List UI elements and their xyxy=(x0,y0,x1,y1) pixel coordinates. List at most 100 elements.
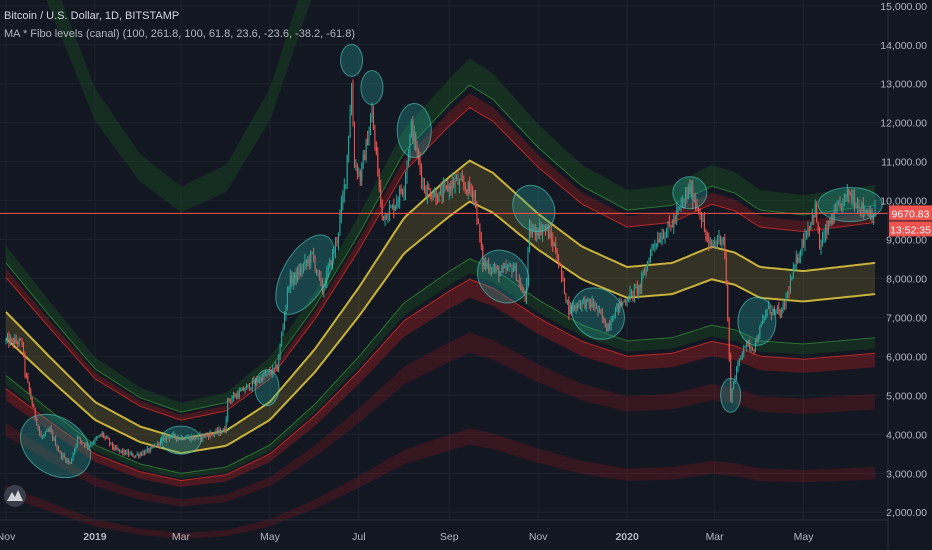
candle-body xyxy=(582,299,584,301)
candle-body xyxy=(805,236,807,238)
candle xyxy=(123,448,125,456)
candle-body xyxy=(558,260,560,265)
candle xyxy=(82,442,84,444)
candle-body xyxy=(425,191,427,197)
candle xyxy=(457,171,459,185)
candle-body xyxy=(55,438,57,446)
candle xyxy=(658,232,660,243)
candle xyxy=(787,290,789,299)
tradingview-logo-icon[interactable] xyxy=(4,485,26,507)
candle xyxy=(410,118,412,138)
candle-body xyxy=(794,265,796,268)
candle xyxy=(537,227,539,239)
candle-body xyxy=(719,235,721,245)
candle-body xyxy=(782,303,784,310)
candle xyxy=(540,222,542,236)
candle-body xyxy=(566,300,568,302)
candle xyxy=(625,298,627,306)
candle-body xyxy=(91,443,93,445)
candle xyxy=(667,220,669,238)
candle xyxy=(308,254,310,270)
y-tick-label: 3,000.00 xyxy=(886,468,927,480)
candle xyxy=(826,220,828,240)
candle-body xyxy=(612,320,614,322)
candle-body xyxy=(59,451,61,453)
candle-body xyxy=(364,155,366,160)
candle-body xyxy=(368,133,370,146)
candle xyxy=(670,224,672,232)
highlight-ellipse xyxy=(360,70,384,106)
candle-body xyxy=(463,181,465,186)
candle xyxy=(811,208,813,225)
candle xyxy=(41,435,43,440)
candle xyxy=(480,231,482,251)
candle xyxy=(85,441,87,447)
candle-body xyxy=(75,445,77,449)
candle-body xyxy=(543,227,545,230)
candle-body xyxy=(92,442,94,444)
candle xyxy=(218,426,220,436)
candle xyxy=(536,226,538,242)
fibo-bands xyxy=(5,0,876,539)
candle-body xyxy=(660,239,662,243)
candle-body xyxy=(848,189,850,195)
x-tick-label: May xyxy=(794,531,815,543)
candle xyxy=(50,425,52,434)
candle-body xyxy=(234,395,236,398)
candle xyxy=(520,277,522,291)
candle-body xyxy=(193,436,195,440)
candle-body xyxy=(250,387,252,390)
candle xyxy=(668,215,670,228)
candle-body xyxy=(412,120,414,141)
candle xyxy=(533,224,535,232)
candle-body xyxy=(594,306,596,308)
countdown-tag-value: 13:52:35 xyxy=(890,224,931,236)
candle-body xyxy=(84,443,86,446)
candle-body xyxy=(495,267,497,270)
candle xyxy=(489,263,491,275)
candle-body xyxy=(795,257,797,266)
candle xyxy=(639,283,641,295)
candle-body xyxy=(106,437,108,439)
candle xyxy=(473,190,475,206)
candle xyxy=(187,434,189,440)
y-tick-label: 5,000.00 xyxy=(886,390,927,402)
candle xyxy=(441,181,443,205)
candle xyxy=(18,336,20,347)
candle xyxy=(173,431,175,437)
candle xyxy=(114,445,116,451)
candle-body xyxy=(776,307,778,310)
candle-body xyxy=(82,442,84,444)
candle xyxy=(359,169,361,186)
candle-body xyxy=(257,381,259,383)
candle xyxy=(440,184,441,196)
candle-body xyxy=(154,445,156,447)
candle xyxy=(638,284,640,300)
candle xyxy=(348,135,350,163)
candle-body xyxy=(867,210,869,213)
candle xyxy=(590,298,592,312)
candle-body xyxy=(211,432,213,434)
candle xyxy=(759,325,761,339)
candle-body xyxy=(689,187,691,193)
candle-body xyxy=(661,235,663,240)
candle-body xyxy=(164,437,166,441)
candle xyxy=(633,283,635,303)
candle-body xyxy=(432,195,434,199)
candle-body xyxy=(298,270,300,275)
candle-body xyxy=(699,212,701,218)
candle-body xyxy=(733,382,735,389)
candle xyxy=(352,79,354,127)
candle xyxy=(706,231,708,243)
candle-body xyxy=(167,436,169,438)
candle-body xyxy=(700,217,702,222)
highlight-ellipse xyxy=(20,413,92,479)
candle-body xyxy=(833,209,835,223)
candle xyxy=(499,270,501,277)
candle xyxy=(766,308,768,318)
candle-body xyxy=(205,434,207,437)
candle-body xyxy=(361,163,363,181)
highlight-ellipse xyxy=(672,176,708,210)
candle xyxy=(665,228,667,238)
candle-body xyxy=(820,245,822,249)
